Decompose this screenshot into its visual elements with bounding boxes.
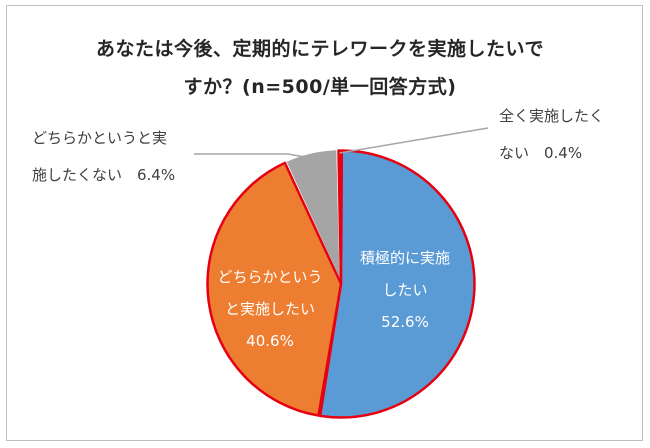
pie-slice-highlight-1 [318,149,476,419]
slice-label-1-line2: したい [382,281,428,299]
slice-label-4: 全く実施したく ない 0.4% [499,105,604,164]
chart-title-line-1: あなたは今後、定期的にテレワークを実施したいで [96,38,544,60]
slice-label-1: 積極的に実施 したい 52.6% [352,247,458,333]
chart-title-line-2: すか？(n=500/単一回答方式) [183,76,457,98]
pie-highlights [206,149,476,419]
pie-slice-1 [317,147,478,421]
slice-label-3: どちらかというと実 施したくない 6.4% [32,127,175,186]
slice-label-4-line2: ない 0.4% [499,144,583,162]
slice-label-3-line2: 施したくない 6.4% [32,166,176,184]
slice-label-2-line1: どちらかという [217,268,323,286]
pie-slice-highlight-2 [206,161,343,417]
pie-slice-highlight-4 [337,149,343,286]
slice-label-4-line1: 全く実施したく [499,107,605,125]
leader-line-3 [194,153,313,160]
leader-lines [194,127,489,160]
slice-label-2-line2: と実施したい [224,300,315,318]
pie-slices [204,147,478,421]
slice-label-1-line1: 積極的に実施 [359,249,450,267]
slice-label-2: どちらかという と実施したい 40.6% [212,266,328,352]
slice-label-3-line1: どちらかというと実 [32,129,168,147]
slice-value-1: 52.6% [381,313,429,331]
slice-value-2: 40.6% [246,332,294,350]
leader-line-4 [339,127,489,154]
